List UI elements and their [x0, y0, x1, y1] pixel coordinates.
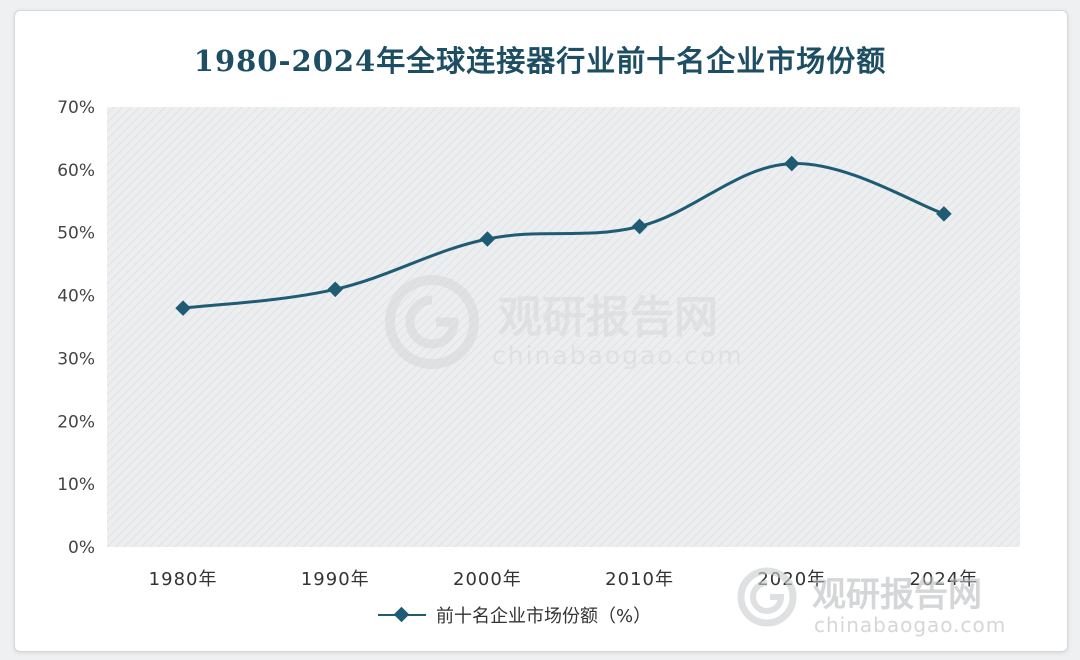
legend-label: 前十名企业市场份额（%） — [436, 606, 652, 627]
watermark-url: chinabaogao.com — [492, 341, 744, 370]
data-point-marker — [631, 218, 648, 235]
y-tick-label: 0% — [68, 538, 95, 558]
legend: 前十名企业市场份额（%） — [378, 600, 651, 630]
x-tick-label: 1980年 — [149, 569, 218, 590]
y-axis: 0% 10% 20% 30% 40% 50% 60% 70% — [57, 98, 95, 558]
chart-title: 1980-2024年全球连接器行业前十名企业市场份额 — [193, 44, 887, 78]
x-tick-label: 1990年 — [301, 569, 370, 590]
x-tick-label: 2010年 — [605, 569, 674, 590]
watermark-brand: 观研报告网 — [498, 292, 718, 343]
data-point-marker — [783, 155, 800, 172]
corner-watermark: 观研报告网 chinabaogao.com — [737, 567, 1006, 637]
y-tick-label: 40% — [57, 287, 95, 307]
data-point-marker — [936, 206, 952, 222]
y-tick-label: 60% — [57, 161, 95, 181]
y-tick-label: 20% — [57, 412, 95, 432]
legend-line-diamond-icon — [378, 606, 426, 624]
data-point-marker — [479, 231, 496, 247]
center-watermark: 观研报告网 chinabaogao.com — [385, 275, 744, 370]
x-tick-label: 2024年 — [910, 569, 979, 590]
watermark-logo-icon — [385, 275, 479, 369]
y-tick-label: 70% — [57, 98, 95, 118]
data-point-marker — [175, 300, 191, 316]
corner-watermark-brand: 观研报告网 — [812, 575, 982, 615]
x-tick-label: 2000年 — [453, 569, 522, 590]
corner-logo-icon — [737, 567, 797, 627]
series-line — [182, 162, 945, 310]
y-tick-label: 50% — [57, 224, 95, 244]
y-tick-label: 10% — [57, 475, 95, 495]
corner-watermark-url: chinabaogao.com — [814, 613, 1006, 637]
y-tick-label: 30% — [57, 349, 95, 369]
